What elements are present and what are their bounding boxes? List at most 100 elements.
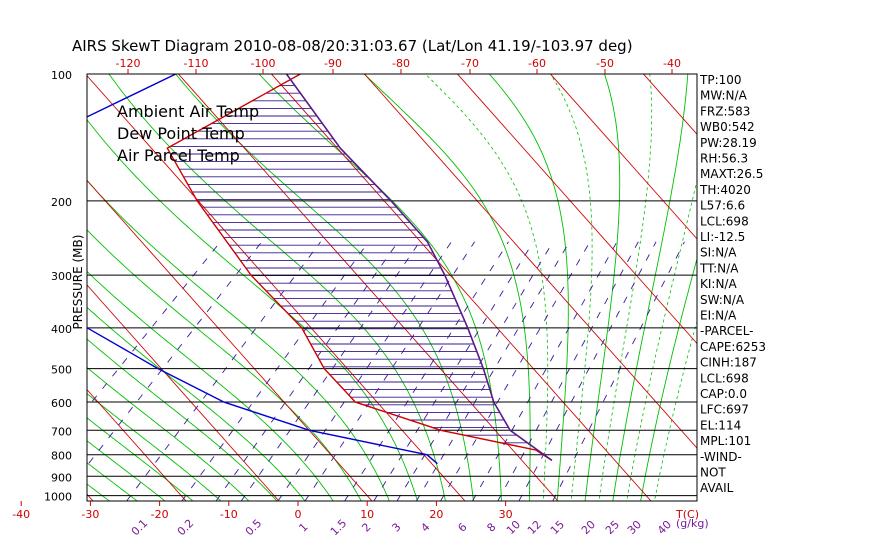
stat-line: PW:28.19 <box>700 136 757 150</box>
dewpoint-temp-line <box>87 74 438 465</box>
mixing-ratio-line <box>181 241 369 501</box>
dry-adiabat <box>87 179 373 501</box>
stat-line: CINH:187 <box>700 356 757 370</box>
moist-adiabat <box>87 483 111 501</box>
moist-adiabat-dashed <box>598 74 653 501</box>
mixing-ratio-label: 40 <box>655 518 674 537</box>
moist-adiabat <box>363 74 531 501</box>
moist-adiabats <box>0 74 697 505</box>
top-temp-tick-label: -110 <box>184 57 209 70</box>
mixing-ratio-line <box>497 241 639 501</box>
top-temp-tick-label: -80 <box>392 57 410 70</box>
moist-adiabat-dashed <box>425 74 549 501</box>
dry-adiabat <box>363 74 697 449</box>
ambient-temp-line <box>166 74 553 461</box>
mixing-ratio-label: 0.2 <box>175 517 197 539</box>
top-temp-tick-label: -120 <box>116 57 141 70</box>
pressure-axis-label: PRESSURE (MB) <box>71 235 85 330</box>
temp-axis-unit: T(C) <box>675 508 699 521</box>
mixing-ratio-label: 8 <box>484 520 498 534</box>
mixing-ratio-line <box>240 241 421 501</box>
pressure-tick-label: 800 <box>51 450 72 463</box>
dry-adiabat <box>87 388 187 501</box>
pressure-tick-label: 500 <box>51 364 72 377</box>
stat-line: TP:100 <box>699 73 742 87</box>
mixing-ratio-label: 0.5 <box>243 517 265 539</box>
mixing-ratio-label: 20 <box>579 518 598 537</box>
dry-adiabat <box>729 0 870 501</box>
top-temp-tick-label: -50 <box>596 57 614 70</box>
axes: 0.1 0.2 0.5 1 1.5 2 3 4 6 8 10 12 15 20 25 30 40 (g/kg)10… <box>12 57 708 539</box>
stat-line: LCL:698 <box>700 371 749 385</box>
mixing-ratio-line <box>126 241 321 501</box>
moist-adiabat <box>87 338 278 501</box>
mixing-ratio-line <box>215 241 399 501</box>
legend-entry: Dew Point Temp <box>117 124 245 143</box>
bottom-temp-tick-label: -30 <box>81 508 99 521</box>
bottom-temp-tick-label: -10 <box>220 508 238 521</box>
dry-adiabat <box>822 0 870 501</box>
mixing-ratio-label: 30 <box>625 518 644 537</box>
moist-adiabat <box>175 74 474 501</box>
moist-adiabat <box>87 179 390 501</box>
pressure-tick-label: 600 <box>51 397 72 410</box>
stat-line: FRZ:583 <box>700 104 750 118</box>
cape-hatching <box>170 85 539 451</box>
mixing-ratio-label: 2 <box>359 520 373 534</box>
pressure-tick-label: 400 <box>51 323 72 336</box>
moist-adiabat <box>0 74 59 505</box>
mixing-ratio-line <box>518 241 657 501</box>
moist-adiabat <box>87 440 166 501</box>
stat-line: KI:N/A <box>700 277 737 291</box>
moist-adiabat <box>640 257 697 501</box>
mixing-ratio-line <box>344 241 509 501</box>
stat-line: MW:N/A <box>700 89 748 103</box>
legend-entry: Ambient Air Temp <box>117 102 259 121</box>
mixing-ratio-label: 3 <box>389 520 403 534</box>
isobars <box>87 74 697 497</box>
dry-adiabats <box>87 0 870 501</box>
stat-line: LI:-12.5 <box>700 230 745 244</box>
mixing-ratio-label: 6 <box>455 520 469 534</box>
dry-adiabat <box>270 74 652 501</box>
moist-adiabat <box>108 74 446 501</box>
mixing-ratio-line <box>415 241 570 501</box>
pressure-tick-label: 900 <box>51 471 72 484</box>
mixing-ratio-lines <box>87 241 685 501</box>
stat-line: TH:4020 <box>699 183 751 197</box>
moist-adiabat <box>584 74 621 501</box>
stat-line: L57:6.6 <box>700 199 745 213</box>
stat-line: EL:114 <box>700 418 741 432</box>
top-temp-tick-label: -70 <box>461 57 479 70</box>
stat-line: MAXT:26.5 <box>700 167 763 181</box>
mixing-ratio-line <box>373 241 534 501</box>
top-temp-tick-label: -40 <box>663 57 681 70</box>
dry-adiabat <box>456 74 697 345</box>
moist-adiabat <box>87 306 306 501</box>
stat-line: RH:56.3 <box>700 152 748 166</box>
pressure-tick-label: 200 <box>51 196 72 209</box>
stat-line: TT:N/A <box>699 261 739 275</box>
mixing-ratio-label: 1 <box>296 520 310 534</box>
legend: Ambient Air Temp Dew Point Temp Air Parcel… <box>117 102 259 165</box>
bottom-temp-tick-label: 0 <box>295 508 302 521</box>
profiles <box>87 74 553 465</box>
pressure-tick-label: 300 <box>51 270 72 283</box>
mixing-ratio-line <box>472 241 618 501</box>
mixing-ratio-label: 1.5 <box>328 517 350 539</box>
parcel-temp-line <box>285 74 553 462</box>
pressure-tick-label: 700 <box>51 425 72 438</box>
dry-adiabat <box>636 0 870 501</box>
top-temp-tick-label: -60 <box>528 57 546 70</box>
dry-adiabat <box>87 75 466 501</box>
mixing-ratio-label: 4 <box>418 520 432 534</box>
dry-adiabat <box>87 284 280 501</box>
bottom-temp-tick-label: -20 <box>151 508 169 521</box>
stat-line: EI:N/A <box>700 309 737 323</box>
bottom-temp-tick-label: 30 <box>499 508 513 521</box>
stat-line: SW:N/A <box>700 293 745 307</box>
mixing-ratio-label: 15 <box>548 518 567 537</box>
moist-adiabat <box>87 393 222 501</box>
legend-entry: Air Parcel Temp <box>117 146 240 165</box>
moist-adiabat-dashed <box>654 319 697 501</box>
